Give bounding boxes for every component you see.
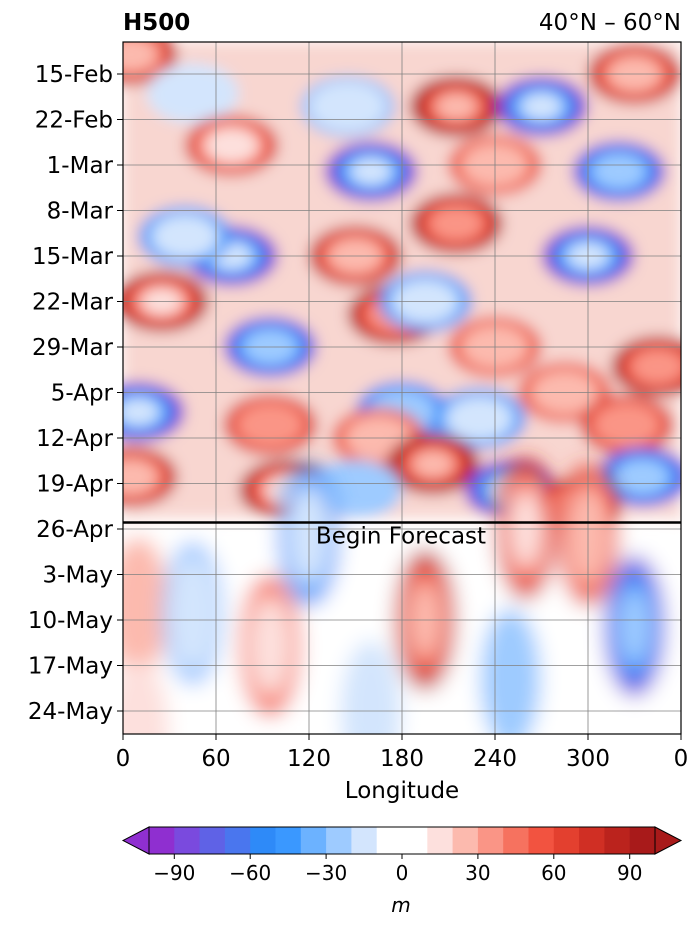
y-tick-label: 8-Mar	[47, 199, 114, 225]
x-tick-label: 180	[380, 746, 424, 772]
y-tick-label: 5-Apr	[51, 381, 114, 407]
x-tick-label: 0	[116, 746, 131, 772]
observed-anomaly-cell	[146, 63, 239, 124]
observed-anomaly-cell	[325, 141, 417, 202]
forecast-anomaly-cell	[604, 556, 665, 697]
colorbar-tick-label: −30	[305, 861, 347, 885]
colorbar-swatch	[427, 827, 454, 854]
x-tick-label: 300	[566, 746, 610, 772]
observed-anomaly-cell	[410, 193, 503, 254]
x-axis-label: Longitude	[345, 778, 459, 804]
observed-anomaly-cell	[224, 395, 317, 455]
colorbar-swatch	[604, 827, 631, 854]
colorbar-extend-min	[121, 826, 150, 855]
observed-anomaly-cell	[139, 206, 231, 267]
colorbar-swatch	[477, 827, 504, 854]
colorbar-swatch	[629, 827, 656, 854]
colorbar-swatch	[174, 827, 201, 854]
forecast-anomaly-cell	[123, 537, 169, 677]
observed-anomaly-field	[123, 42, 681, 540]
forecast-label: Begin Forecast	[316, 524, 486, 550]
colorbar-swatch	[376, 827, 403, 854]
y-tick-label: 26-Apr	[36, 517, 113, 543]
colorbar-swatch	[452, 827, 479, 854]
colorbar-swatch	[275, 827, 302, 854]
colorbar-tick-label: 90	[617, 861, 642, 885]
colorbar-label: m	[391, 893, 410, 917]
y-tick-label: 22-Mar	[32, 290, 114, 316]
observed-anomaly-cell	[611, 336, 681, 397]
observed-anomaly-cell	[185, 115, 278, 176]
forecast-anomaly-cell	[480, 608, 541, 734]
colorbar-swatch	[250, 827, 277, 854]
colorbar-swatch	[553, 827, 580, 854]
observed-anomaly-cell	[410, 76, 503, 137]
y-tick-label: 1-Mar	[47, 153, 114, 179]
forecast-anomaly-cell	[123, 660, 169, 734]
colorbar-swatch	[579, 827, 605, 854]
observed-anomaly-cell	[433, 388, 526, 449]
x-axis: 0 60 120 180 240 300 0	[116, 734, 689, 772]
y-tick-label: 3-May	[43, 563, 113, 589]
forecast-anomaly-cell	[240, 576, 301, 716]
plot-area	[123, 42, 681, 734]
observed-anomaly-cell	[495, 76, 588, 137]
colorbar-swatch	[503, 827, 530, 854]
observed-anomaly-cell	[387, 434, 479, 494]
chart-title-left: H500	[123, 10, 190, 36]
colorbar-swatch	[402, 827, 428, 854]
y-tick-label: 17-May	[28, 654, 113, 680]
colorbar-extend-max	[654, 826, 683, 855]
y-tick-label: 15-Feb	[35, 62, 113, 88]
y-tick-label: 15-Mar	[32, 244, 114, 270]
colorbar-tick-label: −90	[153, 861, 195, 885]
colorbar-tick-label: −60	[229, 861, 271, 885]
y-tick-label: 12-Apr	[36, 426, 113, 452]
colorbar-swatch	[224, 827, 251, 854]
colorbar-swatch	[149, 827, 175, 854]
colorbar-swatch	[326, 827, 352, 854]
x-tick-label: 0	[674, 746, 689, 772]
y-tick-label: 10-May	[28, 608, 113, 634]
observed-anomaly-cell	[123, 447, 177, 507]
colorbar-tick-label: 0	[396, 861, 409, 885]
forecast-anomaly-cell	[162, 543, 223, 684]
y-tick-label: 19-Apr	[36, 472, 113, 498]
colorbar-swatch	[528, 827, 555, 854]
colorbar-tick-label: 30	[465, 861, 490, 885]
y-tick-label: 22-Feb	[35, 108, 113, 134]
grid-lines	[123, 42, 681, 734]
x-tick-label: 240	[473, 746, 517, 772]
observed-anomaly-cell	[123, 382, 185, 442]
chart-title-right: 40°N – 60°N	[539, 10, 681, 36]
colorbar-swatch	[300, 827, 327, 854]
colorbar-swatch	[351, 827, 378, 854]
colorbar: −90 −60 −30 0 30 60 90	[121, 826, 683, 885]
observed-anomaly-cell	[573, 141, 665, 202]
observed-anomaly-cell	[123, 42, 177, 85]
colorbar-swatch	[199, 827, 226, 854]
observed-anomaly-cell	[301, 76, 394, 137]
observed-anomaly-cell	[596, 447, 681, 507]
y-axis: 15-Feb 22-Feb 1-Mar 8-Mar 15-Mar 22-Mar 29-Mar…	[28, 62, 123, 725]
x-tick-label: 120	[287, 746, 331, 772]
y-tick-label: 24-May	[28, 699, 113, 725]
observed-anomaly-cell	[580, 395, 673, 455]
x-tick-label: 60	[201, 746, 230, 772]
y-tick-label: 29-Mar	[32, 335, 114, 361]
colorbar-tick-label: 60	[541, 861, 566, 885]
